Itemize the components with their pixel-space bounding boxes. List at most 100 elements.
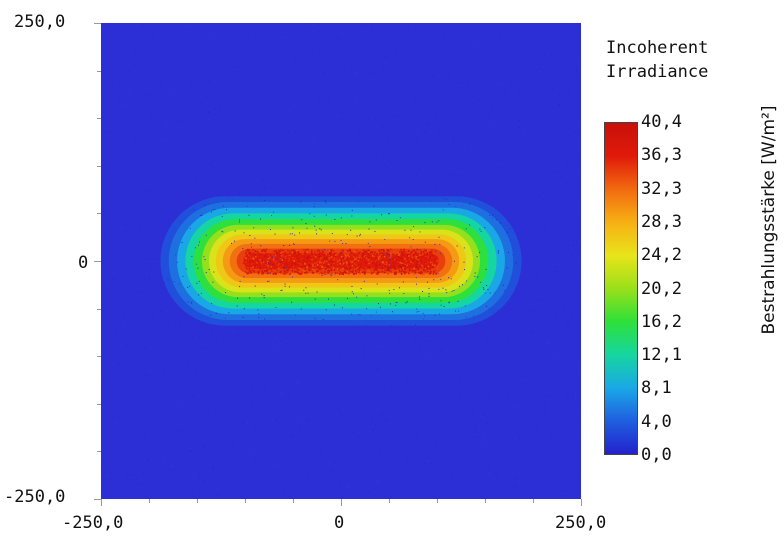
background-noise xyxy=(443,197,445,199)
irradiance-speckle xyxy=(266,270,268,273)
background-noise xyxy=(577,271,579,273)
background-noise xyxy=(208,80,210,82)
background-noise xyxy=(220,340,222,342)
irradiance-speckle xyxy=(338,264,341,267)
background-noise xyxy=(216,123,218,125)
background-noise xyxy=(250,390,252,392)
irradiance-speckle xyxy=(400,251,402,253)
background-noise xyxy=(146,33,148,35)
irradiance-speckle xyxy=(270,268,273,270)
irradiance-speckle xyxy=(403,250,406,253)
irradiance-speckle xyxy=(319,258,322,261)
background-noise xyxy=(189,227,191,229)
background-noise xyxy=(455,87,457,89)
background-noise xyxy=(251,25,253,27)
irradiance-speckle xyxy=(269,272,271,275)
irradiance-speckle xyxy=(364,271,366,274)
background-noise xyxy=(160,55,162,57)
irradiance-speckle xyxy=(374,251,376,254)
irradiance-speckle xyxy=(300,272,303,275)
background-noise xyxy=(205,436,207,438)
background-noise xyxy=(339,39,341,41)
irradiance-speckle xyxy=(400,258,403,261)
background-noise xyxy=(321,478,323,480)
background-noise xyxy=(430,200,432,202)
background-noise xyxy=(247,423,249,425)
irradiance-speckle xyxy=(421,256,423,259)
irradiance-speckle xyxy=(336,253,339,256)
irradiance-speckle xyxy=(298,269,300,271)
background-noise xyxy=(227,407,229,409)
background-noise xyxy=(143,460,145,462)
irradiance-speckle xyxy=(378,249,380,252)
background-noise xyxy=(272,342,274,344)
background-noise xyxy=(324,200,326,202)
background-noise xyxy=(245,355,247,357)
irradiance-speckle xyxy=(308,262,311,264)
irradiance-speckle xyxy=(323,257,326,259)
background-noise xyxy=(482,287,484,289)
background-noise xyxy=(316,233,318,235)
background-noise xyxy=(215,163,217,165)
x-axis-tick-mark xyxy=(437,499,438,503)
irradiance-speckle xyxy=(325,265,328,267)
background-noise xyxy=(122,104,124,106)
irradiance-speckle xyxy=(339,249,341,252)
background-noise xyxy=(302,482,304,484)
irradiance-speckle xyxy=(317,266,319,269)
background-noise xyxy=(378,27,380,29)
irradiance-speckle xyxy=(420,252,422,254)
background-noise xyxy=(241,120,243,122)
irradiance-speckle xyxy=(376,254,378,257)
background-noise xyxy=(303,325,305,327)
background-noise xyxy=(398,107,400,109)
background-noise xyxy=(578,278,580,280)
irradiance-speckle xyxy=(334,272,337,274)
background-noise xyxy=(150,333,152,335)
irradiance-speckle xyxy=(293,252,296,255)
background-noise xyxy=(341,252,343,254)
background-noise xyxy=(525,458,527,460)
background-noise xyxy=(195,336,197,338)
irradiance-speckle xyxy=(388,261,390,264)
irradiance-speckle xyxy=(320,257,322,259)
background-noise xyxy=(424,385,426,387)
irradiance-speckle xyxy=(249,265,252,268)
irradiance-speckle xyxy=(321,263,324,266)
background-noise xyxy=(438,187,440,189)
background-noise xyxy=(239,54,241,56)
background-noise xyxy=(327,453,329,455)
background-noise xyxy=(517,342,519,344)
background-noise xyxy=(113,278,115,280)
irradiance-speckle xyxy=(335,252,338,255)
background-noise xyxy=(450,397,452,399)
y-axis-tick-mark xyxy=(97,213,101,215)
irradiance-speckle xyxy=(407,251,410,253)
irradiance-speckle xyxy=(392,262,395,264)
background-noise xyxy=(166,321,168,323)
background-noise xyxy=(122,328,124,330)
background-noise xyxy=(282,123,284,125)
background-noise xyxy=(516,230,518,232)
background-noise xyxy=(515,262,517,264)
background-noise xyxy=(110,276,112,278)
irradiance-speckle xyxy=(337,269,339,272)
irradiance-speckle xyxy=(330,264,333,267)
background-noise xyxy=(179,49,181,51)
irradiance-speckle xyxy=(283,266,285,269)
irradiance-speckle xyxy=(417,269,419,271)
irradiance-speckle xyxy=(418,272,421,274)
background-noise xyxy=(494,165,496,167)
irradiance-speckle xyxy=(299,264,302,266)
background-noise xyxy=(190,188,192,190)
background-noise xyxy=(350,77,352,79)
irradiance-speckle xyxy=(430,262,432,265)
background-noise xyxy=(473,352,475,354)
background-noise xyxy=(278,495,280,497)
background-noise xyxy=(385,333,387,335)
background-noise xyxy=(474,275,476,277)
background-noise xyxy=(228,146,230,148)
background-noise xyxy=(520,281,522,283)
irradiance-speckle xyxy=(253,271,256,273)
irradiance-speckle xyxy=(252,270,255,272)
